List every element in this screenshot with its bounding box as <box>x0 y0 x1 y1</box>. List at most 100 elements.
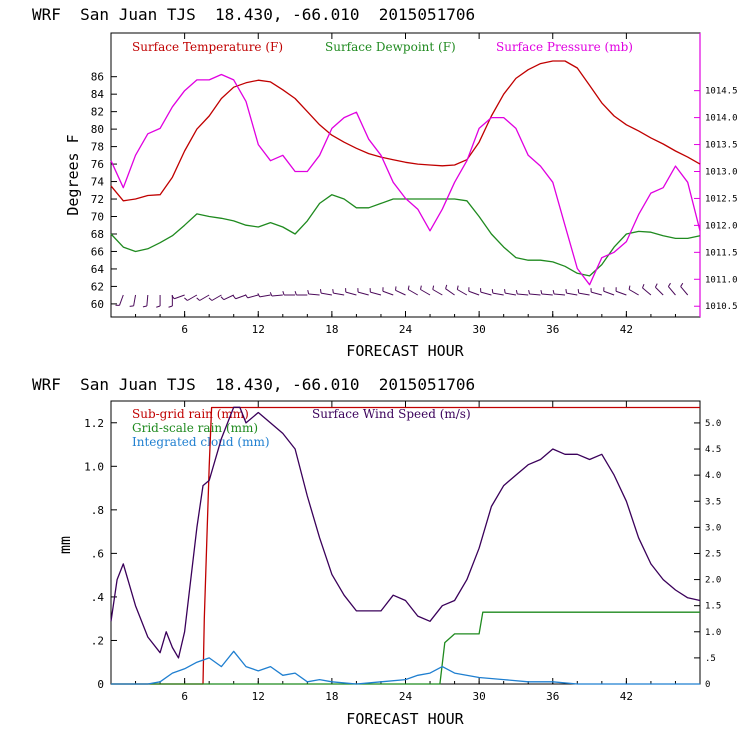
wind-barb <box>457 289 468 296</box>
wind-barb <box>420 289 431 296</box>
legend-pressure: Surface Pressure (mb) <box>496 40 633 54</box>
wind-barb-feather <box>319 289 322 294</box>
series-group-bottom <box>110 406 701 685</box>
x-tick-label: 30 <box>473 690 486 703</box>
y-tick-label: 72 <box>91 193 104 206</box>
wind-barb <box>492 292 504 296</box>
temperature-chart: WRF San Juan TJS 18.430, -66.010 2015051… <box>32 5 738 360</box>
wind-barb <box>505 292 517 296</box>
wind-barb-feather <box>420 285 422 290</box>
wind-barb <box>235 294 247 300</box>
y-tick-label: 1.2 <box>84 417 104 430</box>
wind-barb-feather <box>232 295 237 300</box>
wind-barb-group <box>115 282 689 308</box>
wind-barb <box>133 294 137 306</box>
wind-barb <box>591 291 602 296</box>
y-tick-group-top: 60 62 64 66 68 70 72 74 76 78 80 82 84 86 <box>91 71 117 311</box>
wind-barb <box>668 286 676 296</box>
wind-barb-feather <box>142 305 147 308</box>
y-tick-label: 80 <box>91 123 104 136</box>
wind-barb <box>517 293 529 296</box>
wind-barb <box>468 290 480 296</box>
y-tick-label: 84 <box>91 88 105 101</box>
x-tick-label: 30 <box>473 323 486 336</box>
wind-barb-feather <box>156 305 161 308</box>
wind-barb-feather <box>654 283 658 288</box>
chart-title-bottom: WRF San Juan TJS 18.430, -66.010 2015051… <box>32 375 475 394</box>
y2-tick-label: .5 <box>705 654 716 664</box>
pressure-line <box>110 73 701 286</box>
wind-barb-feather <box>667 282 671 287</box>
wind-barb-feather <box>445 284 448 289</box>
y-tick-label: 60 <box>91 298 104 311</box>
y-tick-label: .2 <box>91 634 104 647</box>
wind-barb-feather <box>432 285 435 290</box>
y-tick-label: 62 <box>91 280 104 293</box>
x-tick-label: 18 <box>325 690 338 703</box>
wind-barb-feather <box>680 282 684 287</box>
y-tick-label: 78 <box>91 141 104 154</box>
wind-barb-feather <box>269 292 273 297</box>
wind-barb-feather <box>245 294 249 299</box>
wind-barb-feather <box>628 285 631 290</box>
y-tick-label: 70 <box>91 211 104 224</box>
legend-gridscale-rain: Grid-scale rain (mm) <box>132 421 258 435</box>
dewpoint-line <box>110 194 701 277</box>
wind-barb <box>370 291 382 296</box>
y-tick-label: 64 <box>91 263 105 276</box>
wind-barb <box>680 286 689 296</box>
wind-barb <box>655 286 664 296</box>
y2-tick-label: 1.0 <box>705 628 721 638</box>
y2-tick-label: 3.5 <box>705 497 721 507</box>
wind-barb <box>603 290 615 296</box>
plot-frame-top <box>110 32 701 318</box>
legend-dewpoint: Surface Dewpoint (F) <box>325 40 456 54</box>
legend-wind-speed: Surface Wind Speed (m/s) <box>312 407 471 421</box>
y2-tick-label: 1013.0 <box>705 167 738 177</box>
y-tick-label: 86 <box>91 71 104 84</box>
wind-barb <box>259 294 271 298</box>
x-tick-label: 36 <box>546 323 559 336</box>
wind-barb <box>119 294 124 306</box>
legend-subgrid-rain: Sub-grid rain (mm) <box>132 407 249 421</box>
y-tick-label: 66 <box>91 245 104 258</box>
wind-barb <box>211 294 222 301</box>
y-tick-label: 1.0 <box>84 460 104 473</box>
y-tick-label: .6 <box>91 547 104 560</box>
wind-barb <box>566 292 578 296</box>
wind-barb-feather <box>168 305 173 308</box>
wind-barb-feather <box>208 297 213 301</box>
y2-tick-label: 1014.0 <box>705 114 738 124</box>
wind-barb <box>146 294 149 307</box>
x-tick-label: 6 <box>181 690 188 703</box>
wind-barb-feather <box>257 293 261 298</box>
wind-barb <box>615 290 627 296</box>
wind-barb-feather <box>129 305 134 307</box>
temperature-line <box>110 60 701 202</box>
x-tick-label: 6 <box>181 323 188 336</box>
x-tick-group-bottom: 6 12 18 24 30 36 42 <box>135 401 676 703</box>
wind-barb <box>199 294 210 301</box>
wind-barb <box>333 292 345 296</box>
y2-tick-label: 1012.5 <box>705 194 738 204</box>
y-tick-label: 0 <box>97 678 104 691</box>
x-tick-label: 24 <box>399 690 413 703</box>
y-tick-label: 82 <box>91 106 104 119</box>
wind-barb-feather <box>504 289 506 294</box>
y2-tick-label: 1011.0 <box>705 275 738 285</box>
y2-tick-label: 1013.5 <box>705 141 738 151</box>
wind-barb <box>345 291 357 296</box>
y-axis-label-top: Degrees F <box>64 134 82 215</box>
wind-barb-feather <box>220 296 225 300</box>
wind-barb-feather <box>282 291 285 296</box>
y2-tick-label: 4.0 <box>705 471 721 481</box>
precipitation-chart: WRF San Juan TJS 18.430, -66.010 2015051… <box>32 375 721 728</box>
y2-tick-label: 1010.5 <box>705 302 738 312</box>
wind-barb <box>432 289 443 296</box>
wind-barb <box>628 289 639 296</box>
y2-tick-label: 3.0 <box>705 523 721 533</box>
wind-barb-feather <box>528 290 531 295</box>
wind-barb <box>480 291 492 296</box>
wind-barb-feather <box>552 290 555 295</box>
